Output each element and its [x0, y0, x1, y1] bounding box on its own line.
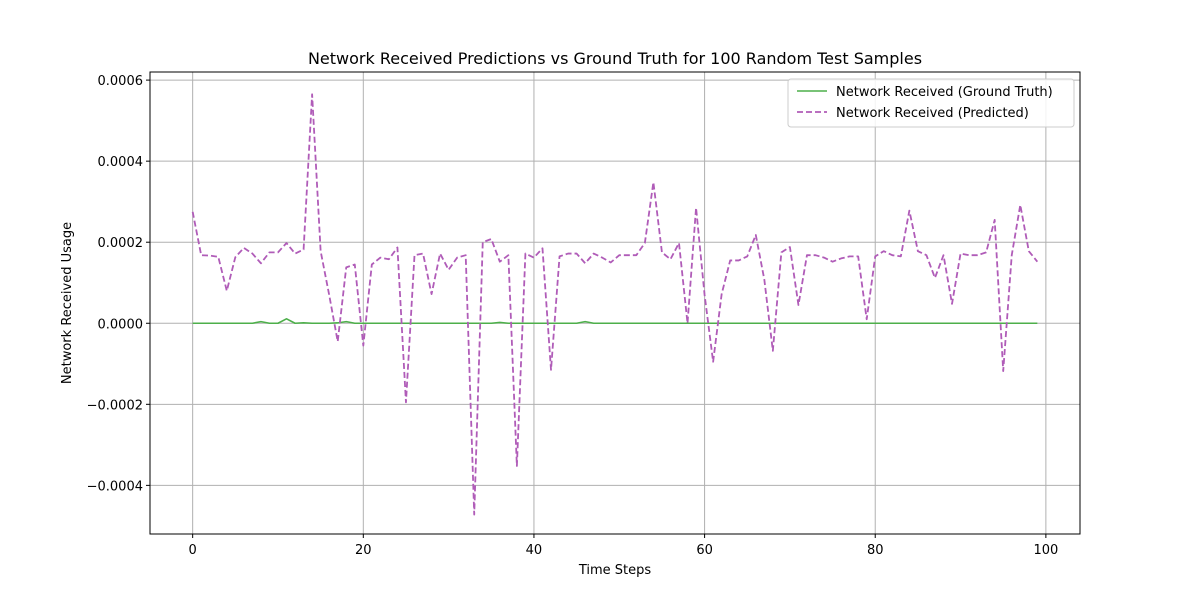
- series-layer: [191, 93, 1039, 516]
- y-tick-label: −0.0002: [87, 398, 143, 413]
- legend-label-ground-truth: Network Received (Ground Truth): [836, 85, 1053, 100]
- grid: [150, 72, 1080, 534]
- chart-title: Network Received Predictions vs Ground T…: [308, 49, 922, 68]
- series-line-ground-truth: [192, 318, 1038, 325]
- x-tick-label: 100: [1033, 543, 1058, 558]
- legend-label-predicted: Network Received (Predicted): [836, 106, 1029, 121]
- legend-box: [787, 78, 1075, 128]
- y-tick-label: −0.0004: [87, 479, 143, 494]
- x-tick-label: 0: [189, 543, 197, 558]
- y-tick-label: 0.0000: [98, 317, 144, 332]
- plot-frame: [149, 71, 1081, 535]
- x-tick-label: 20: [355, 543, 372, 558]
- axis-ticks: 0 20 40 60 80 100 −0.0004 −0.0002 0.0000 0.0002 0.…: [87, 74, 1059, 558]
- y-tick-label: 0.0004: [98, 155, 144, 170]
- x-tick-label: 40: [526, 543, 543, 558]
- x-axis-label: Time Steps: [578, 563, 652, 578]
- series-line-predicted: [191, 93, 1039, 516]
- y-tick-label: 0.0006: [98, 74, 144, 89]
- y-tick-label: 0.0002: [98, 236, 144, 251]
- legend: Network Received (Ground Truth) Network …: [787, 78, 1075, 128]
- x-tick-label: 80: [867, 543, 884, 558]
- y-axis-label: Network Received Usage: [60, 222, 75, 384]
- x-tick-label: 60: [696, 543, 713, 558]
